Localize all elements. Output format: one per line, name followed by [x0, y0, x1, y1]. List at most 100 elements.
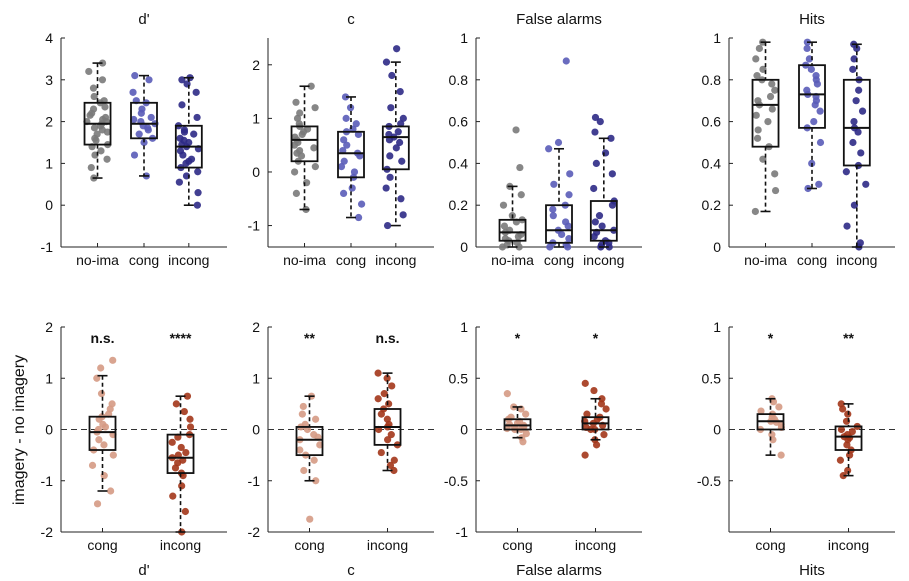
box: [751, 78, 780, 148]
data-point: [858, 107, 867, 115]
x-tick-label: no-ima: [491, 252, 534, 268]
data-point: [383, 374, 391, 382]
data-point: [590, 184, 598, 193]
x-tick-label: cong: [87, 537, 117, 553]
data-point: [566, 170, 574, 178]
y-tick-label: 0.8: [702, 72, 722, 88]
data-point: [296, 446, 304, 454]
data-point: [352, 120, 360, 128]
y-tick-label: 1: [713, 319, 721, 335]
y-tick-label: 0: [252, 422, 260, 438]
data-point: [193, 113, 201, 122]
data-point: [393, 45, 401, 53]
data-point: [751, 207, 759, 216]
y-tick-label: 0: [252, 164, 260, 180]
data-point: [88, 461, 97, 469]
data-point: [397, 195, 405, 203]
data-point: [607, 134, 615, 142]
x-tick-label: no-ima: [283, 252, 326, 268]
data-point: [357, 200, 366, 208]
x-tick-label: cong: [336, 252, 366, 268]
data-point: [837, 425, 846, 434]
y-tick-label: -2: [248, 524, 261, 540]
box: [798, 64, 826, 129]
x-tick-label: cong: [544, 252, 574, 268]
data-point: [89, 84, 98, 92]
data-point: [190, 130, 198, 138]
data-point: [596, 118, 604, 126]
data-point: [387, 431, 395, 439]
data-point: [388, 382, 396, 390]
data-point: [192, 88, 200, 96]
x-tick-label: incong: [836, 252, 877, 268]
data-point: [178, 101, 186, 109]
box: [88, 415, 117, 451]
data-point: [499, 201, 508, 209]
data-point: [390, 456, 398, 464]
x-tick-label: incong: [583, 252, 624, 268]
data-point: [503, 390, 511, 398]
x-tick-label: no-ima: [76, 252, 119, 268]
panel-x-label: Hits: [799, 562, 825, 579]
panel-title: Hits: [799, 11, 825, 28]
data-point: [340, 157, 348, 165]
data-point: [386, 173, 394, 181]
y-axis-label-bottom: imagery - no imagery: [11, 355, 28, 505]
data-point: [312, 415, 320, 423]
panel-title: d': [138, 11, 149, 28]
x-tick-label: cong: [797, 252, 827, 268]
y-tick-label: -1: [456, 524, 469, 540]
data-point: [339, 189, 348, 198]
data-point: [311, 163, 319, 171]
data-point: [131, 72, 139, 80]
data-point: [348, 184, 356, 192]
y-tick-label: 1: [45, 370, 53, 386]
data-point: [186, 423, 195, 431]
data-point: [300, 466, 308, 475]
data-point: [595, 212, 604, 220]
y-tick-label: 0: [45, 197, 53, 213]
data-point: [310, 431, 318, 439]
data-point: [374, 395, 382, 403]
data-point: [810, 118, 818, 126]
data-point: [310, 144, 318, 152]
data-point: [129, 88, 137, 96]
data-point: [396, 87, 404, 96]
box: [337, 130, 365, 179]
x-tick-label: incong: [367, 537, 408, 553]
data-point: [565, 191, 573, 199]
x-tick-label: no-ima: [744, 252, 787, 268]
y-tick-label: 1: [713, 30, 721, 46]
data-point: [138, 105, 146, 113]
x-tick-label: incong: [375, 252, 416, 268]
data-point: [193, 201, 201, 209]
data-point: [180, 126, 189, 134]
x-tick-label: cong: [502, 537, 532, 553]
data-point: [310, 456, 318, 464]
data-point: [342, 114, 350, 122]
data-point: [848, 427, 856, 436]
data-point: [341, 93, 350, 101]
data-point: [299, 402, 307, 411]
x-tick-label: incong: [575, 537, 616, 553]
data-point: [306, 515, 314, 523]
data-point: [592, 159, 600, 167]
y-tick-label: -1: [41, 473, 54, 489]
data-point: [550, 180, 558, 188]
data-point: [753, 134, 762, 142]
data-point: [103, 155, 111, 163]
panel-7: -1 -0.5 0 0.5 1 cong incong False alarms * *: [444, 319, 642, 579]
box: [295, 426, 324, 457]
data-point: [757, 407, 765, 415]
data-point: [307, 82, 315, 90]
data-point: [296, 109, 304, 117]
data-point: [565, 235, 573, 243]
data-point: [93, 130, 101, 138]
y-tick-label: 0.2: [702, 197, 722, 213]
y-tick-label: 2: [252, 57, 260, 73]
data-point: [98, 59, 107, 67]
data-point: [292, 98, 300, 106]
data-point: [549, 212, 557, 220]
panel-4: 0 0.2 0.4 0.6 0.8 1 no-ima cong incong Hits: [702, 11, 895, 268]
